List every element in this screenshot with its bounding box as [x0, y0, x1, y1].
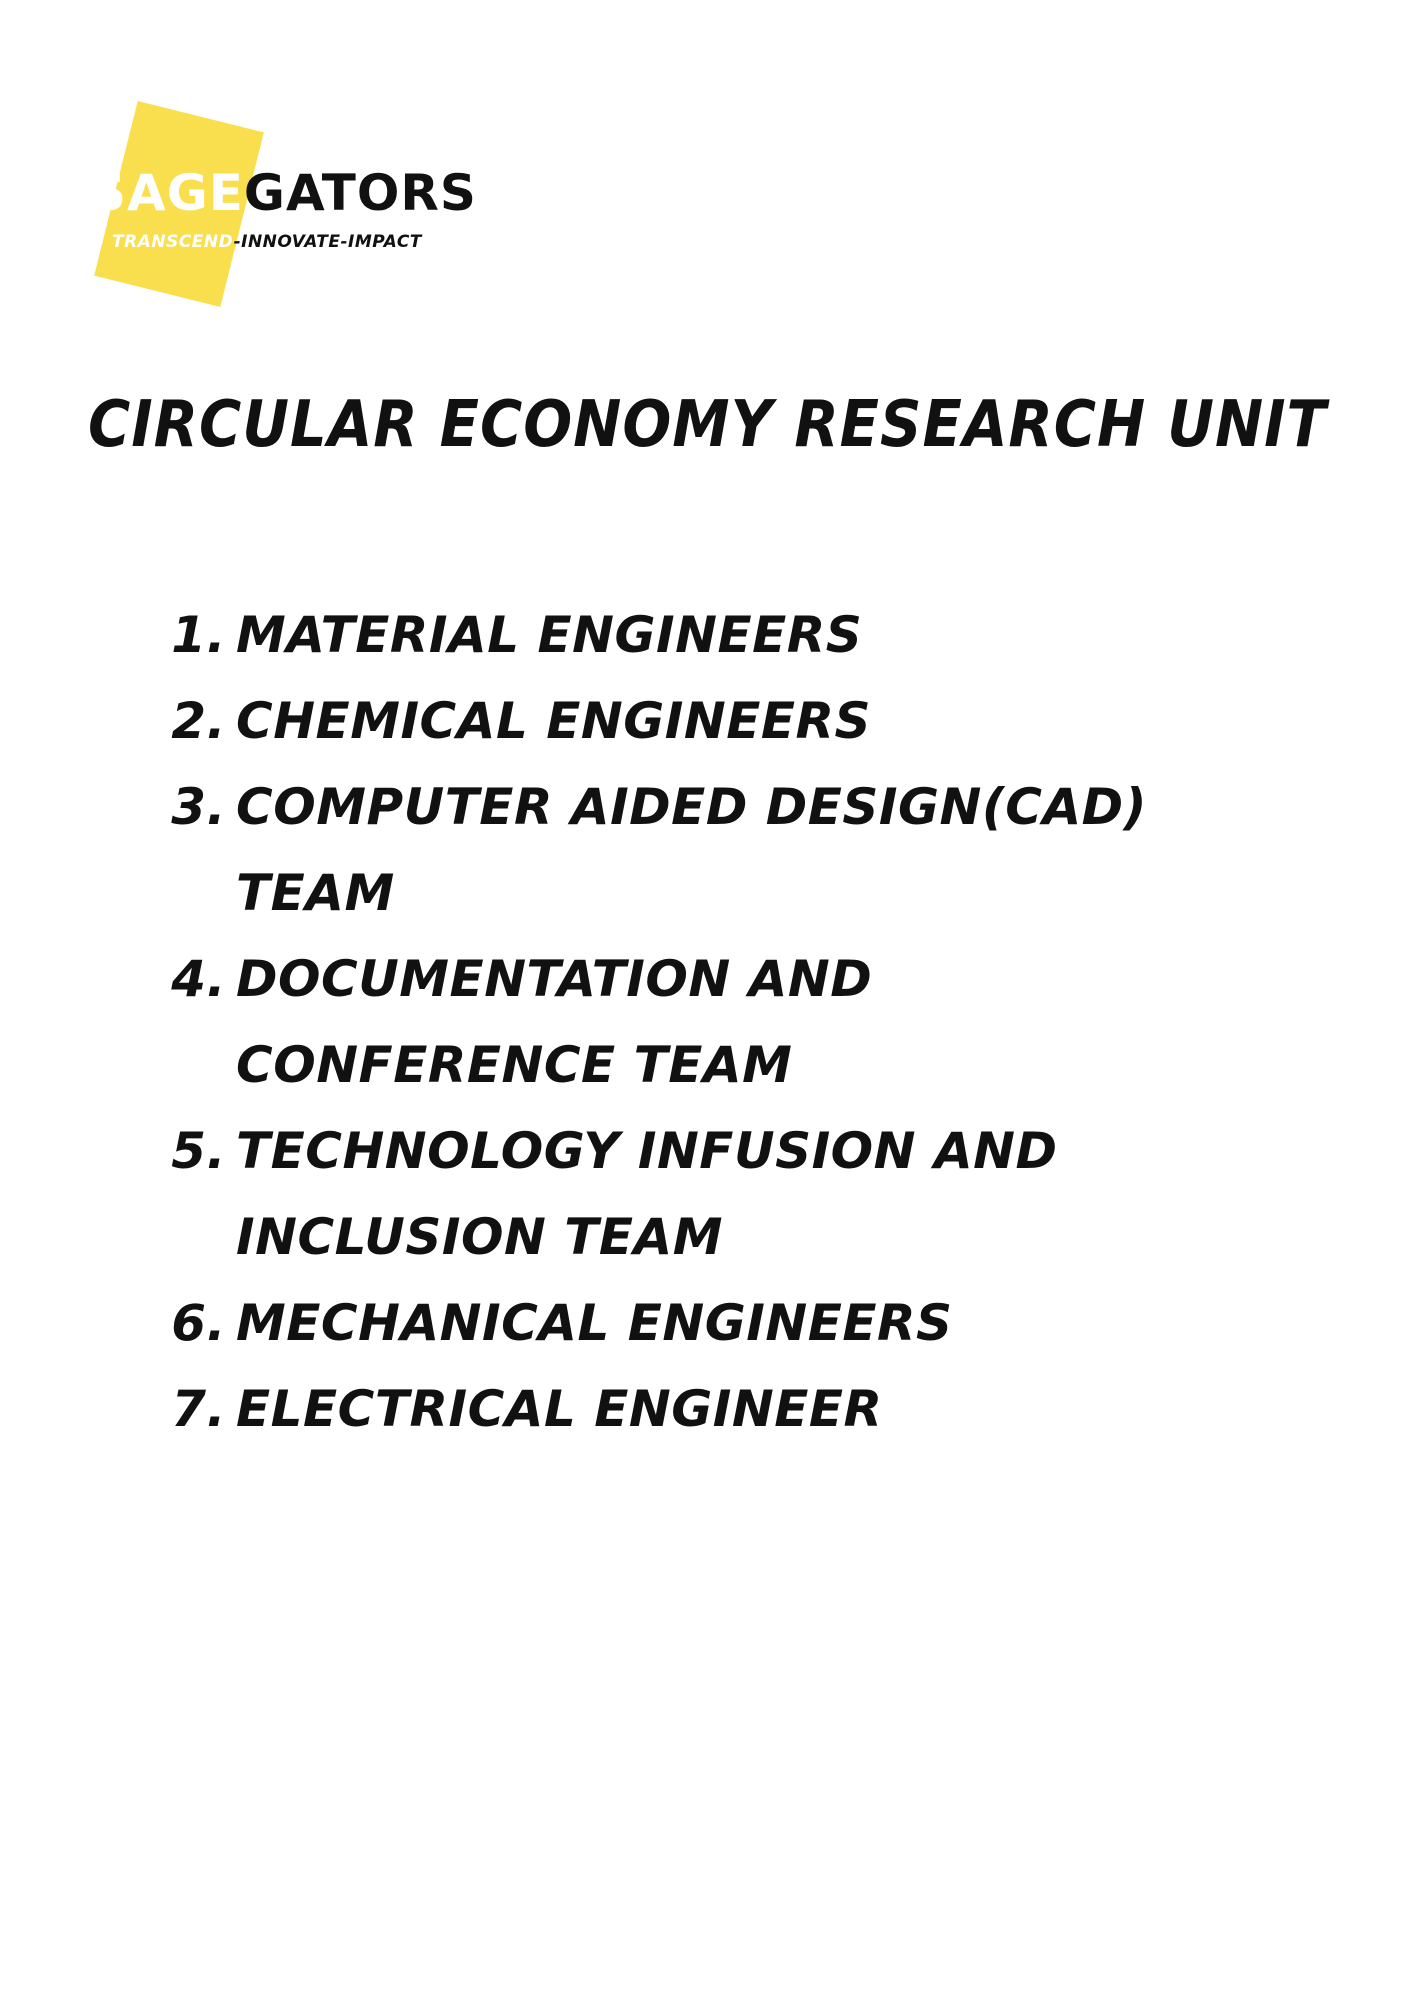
list-item: 1. MATERIAL ENGINEERS	[160, 592, 1280, 678]
list-item: 2. CHEMICAL ENGINEERS	[160, 678, 1280, 764]
logo-tagline: TRANSCEND-INNOVATE-IMPACT	[112, 232, 422, 252]
list-item-label: ELECTRICAL ENGINEER	[236, 1380, 883, 1438]
list-item: 5. TECHNOLOGY INFUSION AND INCLUSION TEA…	[160, 1108, 1280, 1280]
team-list: 1. MATERIAL ENGINEERS 2. CHEMICAL ENGINE…	[160, 592, 1280, 1452]
list-item: 7. ELECTRICAL ENGINEER	[160, 1366, 1280, 1452]
page-title: CIRCULAR ECONOMY RESEARCH UNIT	[88, 387, 1327, 462]
list-item-label: DOCUMENTATION AND CONFERENCE TEAM	[236, 950, 873, 1094]
list-item-number: 3.	[171, 778, 226, 836]
list-item-number: 4.	[171, 950, 226, 1008]
logo-tagline-transcend: TRANSCEND	[112, 232, 234, 252]
logo-tagline-rest: -INNOVATE-IMPACT	[233, 232, 422, 252]
list-item-number: 5.	[171, 1122, 226, 1180]
list-item-number: 2.	[171, 692, 226, 750]
list-item-label: TECHNOLOGY INFUSION AND INCLUSION TEAM	[236, 1122, 1058, 1266]
list-item: 3. COMPUTER AIDED DESIGN(CAD) TEAM	[160, 764, 1280, 936]
list-item: 6. MECHANICAL ENGINEERS	[160, 1280, 1280, 1366]
list-item: 4. DOCUMENTATION AND CONFERENCE TEAM	[160, 936, 1280, 1108]
logo-name-sage: SAGE	[90, 164, 244, 222]
list-item-number: 7.	[171, 1380, 226, 1438]
sagegators-logo: SAGEGATORS TRANSCEND-INNOVATE-IMPACT	[84, 100, 476, 308]
list-item-label: MECHANICAL ENGINEERS	[236, 1294, 953, 1352]
list-item-number: 1.	[171, 606, 226, 664]
list-item-label: MATERIAL ENGINEERS	[236, 606, 863, 664]
logo-name-gators: GATORS	[243, 164, 477, 222]
list-item-label: CHEMICAL ENGINEERS	[236, 692, 872, 750]
list-item-number: 6.	[171, 1294, 226, 1352]
logo-wordmark: SAGEGATORS	[90, 168, 477, 218]
list-item-label: COMPUTER AIDED DESIGN(CAD) TEAM	[236, 778, 1147, 922]
